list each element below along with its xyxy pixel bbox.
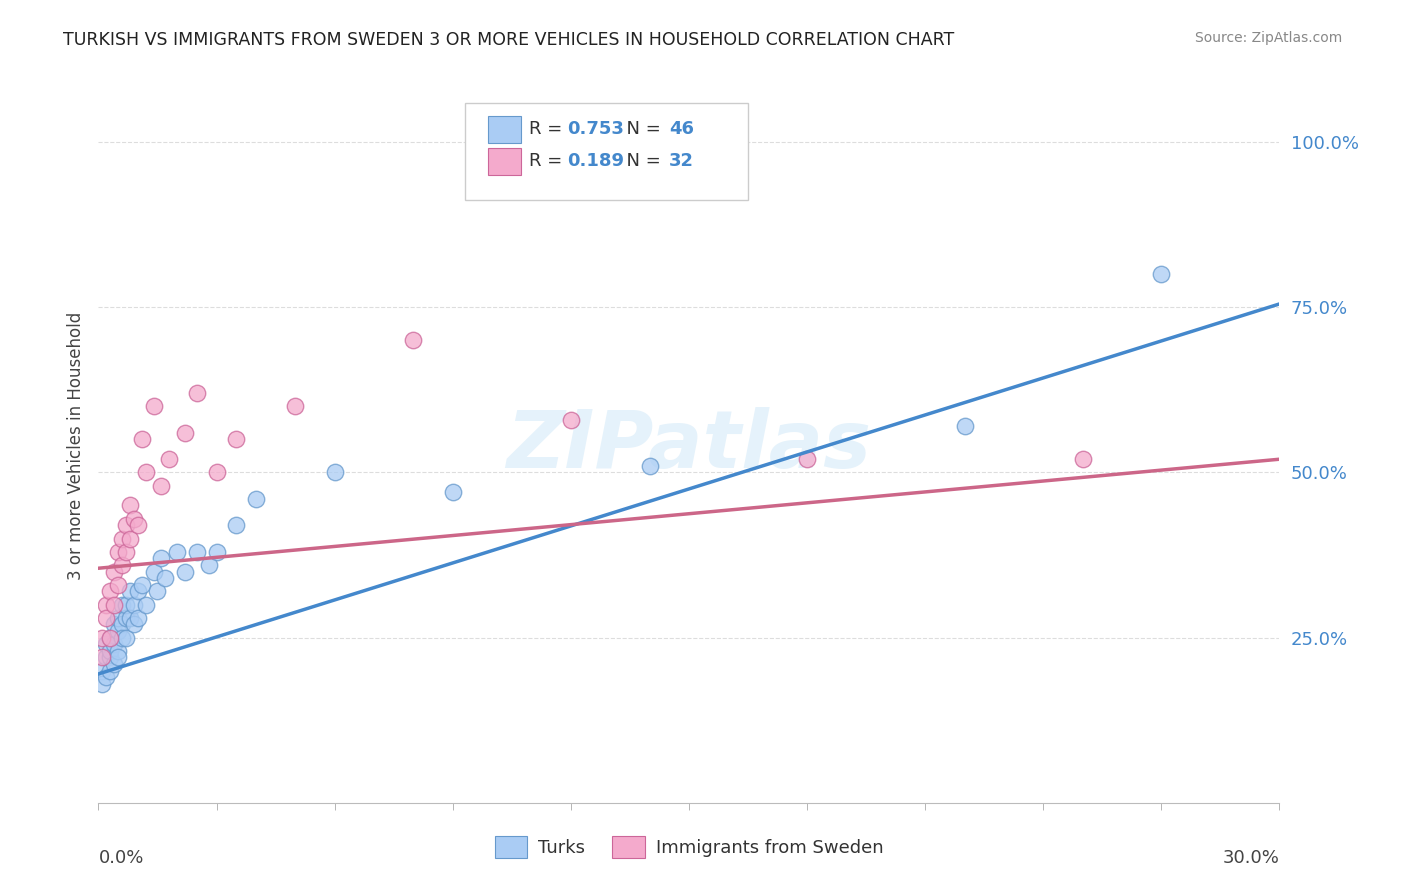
Point — [122, 617, 145, 632]
Point — [174, 565, 197, 579]
Point — [111, 532, 134, 546]
Point — [115, 598, 138, 612]
Point — [91, 677, 114, 691]
Text: Source: ZipAtlas.com: Source: ZipAtlas.com — [1195, 31, 1343, 45]
Point — [91, 631, 114, 645]
Point — [96, 637, 118, 651]
Point — [111, 558, 134, 572]
Point — [127, 518, 149, 533]
Point — [560, 412, 582, 426]
Text: 0.0%: 0.0% — [98, 849, 143, 867]
Point — [103, 565, 125, 579]
Point — [441, 485, 464, 500]
Text: R =: R = — [530, 120, 568, 138]
Point — [98, 650, 121, 665]
Point — [107, 650, 129, 665]
Text: 0.753: 0.753 — [567, 120, 624, 138]
Point — [91, 664, 114, 678]
Point — [1150, 267, 1173, 281]
Point — [98, 584, 121, 599]
Point — [186, 545, 208, 559]
Point — [118, 499, 141, 513]
Point — [111, 598, 134, 612]
Point — [131, 433, 153, 447]
Bar — [488, 116, 522, 143]
Point — [150, 551, 173, 566]
Text: N =: N = — [614, 153, 666, 170]
Point — [96, 670, 118, 684]
Point — [91, 650, 114, 665]
Point — [98, 631, 121, 645]
Text: 32: 32 — [669, 153, 695, 170]
Point — [953, 419, 976, 434]
Point — [155, 571, 177, 585]
Text: N =: N = — [614, 120, 666, 138]
Point — [103, 637, 125, 651]
Text: ZIPatlas: ZIPatlas — [506, 407, 872, 485]
Point — [111, 617, 134, 632]
Point — [107, 624, 129, 638]
Bar — [488, 148, 522, 175]
Point — [98, 664, 121, 678]
Point — [115, 611, 138, 625]
Point — [96, 611, 118, 625]
Text: TURKISH VS IMMIGRANTS FROM SWEDEN 3 OR MORE VEHICLES IN HOUSEHOLD CORRELATION CH: TURKISH VS IMMIGRANTS FROM SWEDEN 3 OR M… — [63, 31, 955, 49]
Point — [638, 458, 661, 473]
Point — [98, 631, 121, 645]
Point — [98, 644, 121, 658]
Text: 30.0%: 30.0% — [1223, 849, 1279, 867]
Point — [402, 333, 425, 347]
Point — [103, 598, 125, 612]
Point — [115, 545, 138, 559]
Point — [142, 565, 165, 579]
Point — [142, 400, 165, 414]
Point — [103, 617, 125, 632]
Point — [122, 511, 145, 525]
Point — [135, 598, 157, 612]
Point — [107, 545, 129, 559]
Point — [157, 452, 180, 467]
Point — [135, 466, 157, 480]
Text: 46: 46 — [669, 120, 695, 138]
Point — [186, 386, 208, 401]
Point — [115, 518, 138, 533]
Point — [245, 491, 267, 506]
Point — [96, 598, 118, 612]
Text: 0.189: 0.189 — [567, 153, 624, 170]
Point — [166, 545, 188, 559]
Point — [111, 631, 134, 645]
Point — [205, 466, 228, 480]
Point — [118, 611, 141, 625]
Point — [103, 657, 125, 671]
Point — [150, 478, 173, 492]
FancyBboxPatch shape — [464, 103, 748, 200]
Point — [225, 518, 247, 533]
Point — [205, 545, 228, 559]
Point — [122, 598, 145, 612]
Text: R =: R = — [530, 153, 568, 170]
Point — [107, 578, 129, 592]
Point — [1071, 452, 1094, 467]
Point — [118, 532, 141, 546]
Point — [197, 558, 219, 572]
Point — [118, 584, 141, 599]
Legend: Turks, Immigrants from Sweden: Turks, Immigrants from Sweden — [488, 829, 890, 865]
Point — [96, 650, 118, 665]
Point — [796, 452, 818, 467]
Point — [225, 433, 247, 447]
Point — [174, 425, 197, 440]
Point — [107, 611, 129, 625]
Point — [127, 584, 149, 599]
Point — [146, 584, 169, 599]
Point — [284, 400, 307, 414]
Point — [115, 631, 138, 645]
Point — [323, 466, 346, 480]
Point — [127, 611, 149, 625]
Y-axis label: 3 or more Vehicles in Household: 3 or more Vehicles in Household — [66, 312, 84, 580]
Point — [107, 644, 129, 658]
Point — [131, 578, 153, 592]
